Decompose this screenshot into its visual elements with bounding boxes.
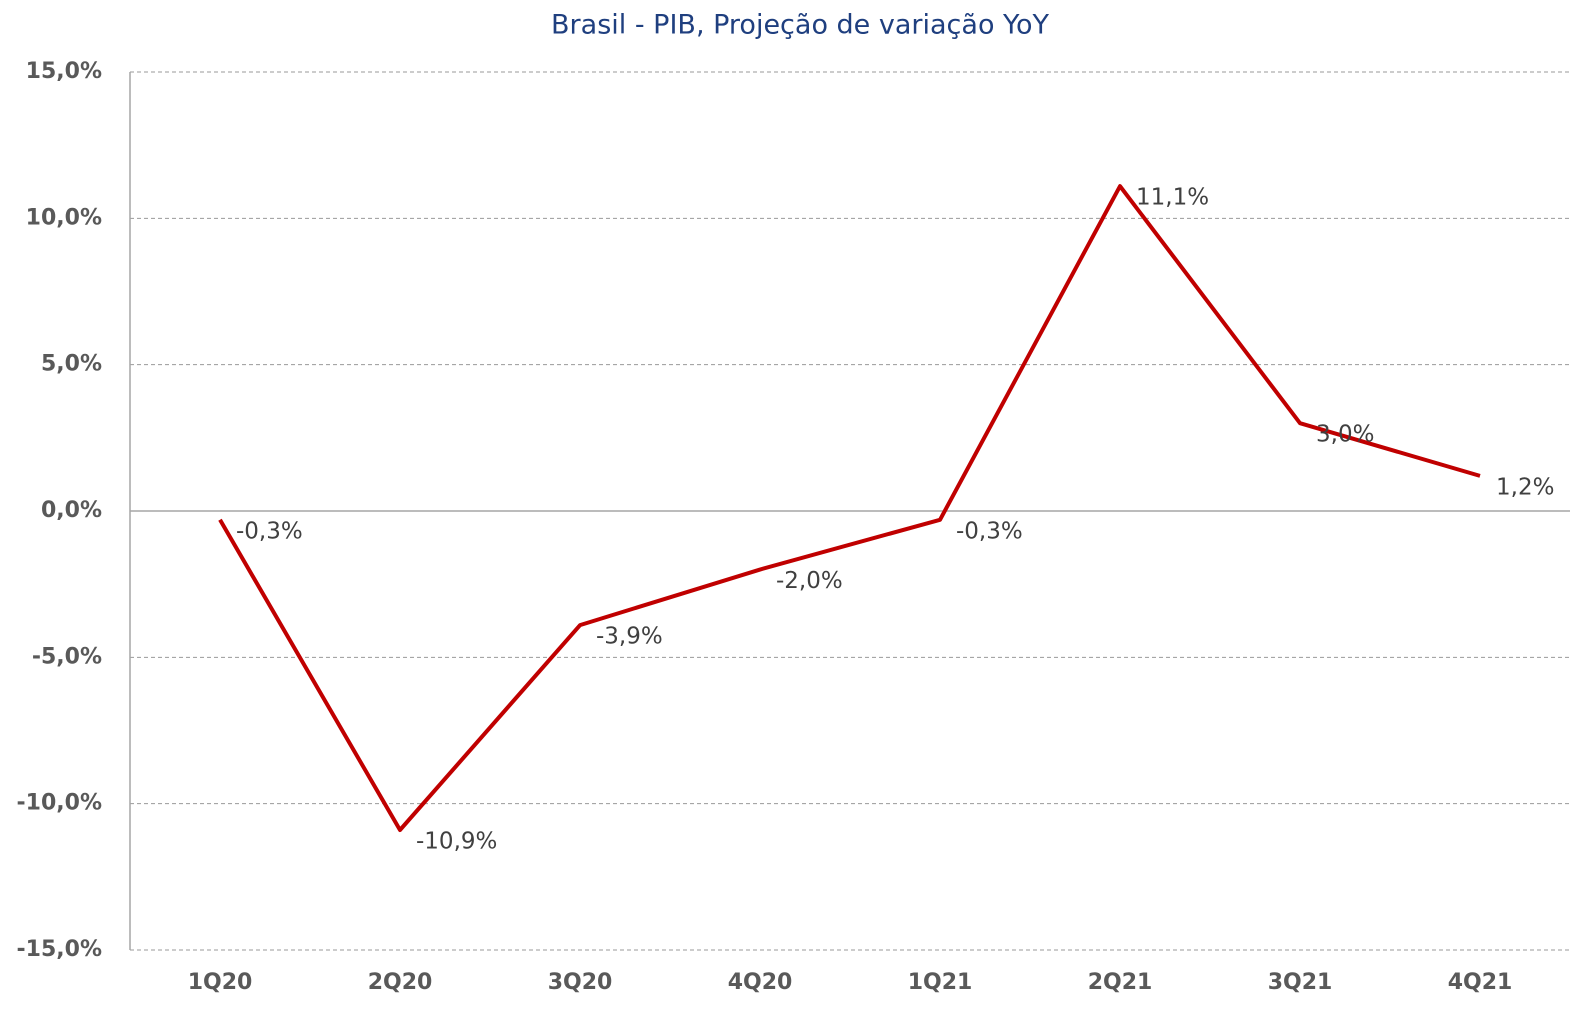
- data-label: 11,1%: [1136, 185, 1209, 211]
- x-tick-label: 4Q20: [728, 970, 793, 995]
- x-tick-label: 4Q21: [1448, 970, 1513, 995]
- x-tick-label: 1Q21: [908, 970, 973, 995]
- data-label: 3,0%: [1316, 422, 1374, 448]
- y-tick-label: 10,0%: [26, 205, 102, 230]
- y-tick-label: 5,0%: [41, 352, 102, 377]
- line: [218, 184, 1481, 833]
- x-tick-label: 1Q20: [188, 970, 253, 995]
- x-tick-label: 3Q20: [548, 970, 613, 995]
- data-label: -0,3%: [236, 518, 303, 544]
- data-label: -10,9%: [416, 829, 497, 855]
- data-label: -3,9%: [596, 624, 663, 650]
- y-tick-label: 0,0%: [41, 498, 102, 523]
- x-tick-label: 2Q21: [1088, 970, 1153, 995]
- y-tick-label: 15,0%: [26, 59, 102, 84]
- data-label: 1,2%: [1496, 474, 1554, 500]
- y-tick-label: -5,0%: [32, 644, 102, 669]
- y-tick-label: -10,0%: [17, 791, 102, 816]
- x-tick-label: 2Q20: [368, 970, 433, 995]
- x-tick-label: 3Q21: [1268, 970, 1333, 995]
- data-label: -0,3%: [956, 518, 1023, 544]
- data-label: -2,0%: [776, 568, 843, 594]
- y-tick-label: -15,0%: [17, 937, 102, 962]
- chart-title: Brasil - PIB, Projeção de variação YoY: [551, 10, 1049, 41]
